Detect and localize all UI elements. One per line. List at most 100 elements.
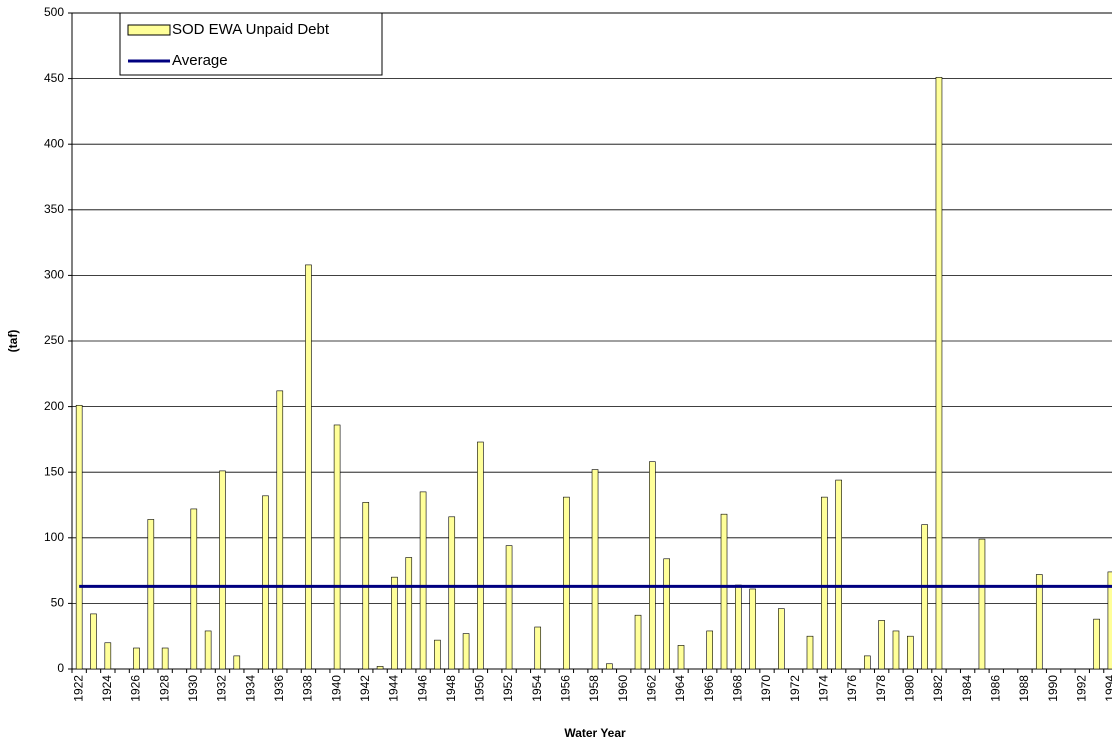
bar [104,642,112,670]
bar [462,633,470,670]
bar [720,513,728,670]
y-tick-label: 0 [57,661,64,675]
x-tick-label: 1930 [186,675,200,702]
bar [233,655,241,670]
bar [477,441,484,670]
x-axis-label: Water Year [564,726,626,740]
bar [419,491,427,670]
x-tick-label: 1954 [530,675,544,702]
x-tick-label: 1934 [243,675,257,702]
x-tick-label: 1940 [329,675,343,702]
y-tick-label: 150 [44,464,64,478]
x-tick-label: 1942 [358,675,372,702]
x-tick-label: 1970 [759,675,773,702]
x-tick-label: 1944 [387,675,401,702]
x-tick-label: 1964 [673,675,687,702]
bar [821,496,828,670]
x-tick-label: 1948 [444,675,458,702]
bar [505,545,513,670]
bar [591,469,599,670]
x-tick-label: 1932 [215,675,229,702]
x-tick-label: 1968 [731,675,745,702]
bar [663,558,670,670]
x-tick-label: 1980 [902,675,916,702]
bar [749,588,756,670]
bar [634,614,642,670]
bar [1093,618,1100,670]
y-tick-label: 500 [44,5,64,19]
bar [649,461,656,670]
bar [534,626,542,670]
bar [219,470,226,670]
bar [276,390,284,670]
bar [606,663,613,670]
bar [778,608,785,670]
bar [90,613,97,670]
y-tick-label: 200 [44,399,64,413]
y-axis-label: (taf) [6,330,20,353]
x-tick-label: 1950 [473,675,487,702]
x-tick-label: 1958 [587,675,601,702]
y-tick-label: 50 [51,596,65,610]
bar [864,655,871,670]
bar [706,630,713,670]
x-tick-label: 1946 [415,675,429,702]
bar [835,479,842,670]
bar [204,630,212,670]
x-tick-label: 1984 [960,675,974,702]
bar [935,76,943,670]
x-tick-label: 1924 [100,675,114,702]
x-tick-label: 1978 [874,675,888,702]
y-tick-label: 300 [44,268,64,282]
x-tick-label: 1926 [129,675,143,702]
x-tick-label: 1974 [816,675,830,702]
y-tick-label: 450 [44,71,64,85]
bar [806,635,814,670]
x-tick-label: 1982 [931,675,945,702]
x-tick-label: 1992 [1074,675,1088,702]
bar [1107,571,1112,670]
legend-label: Average [172,52,228,69]
bar [305,264,312,670]
x-tick-label: 1988 [1017,675,1031,702]
x-tick-label: 1962 [645,675,659,702]
x-tick-label: 1952 [501,675,515,702]
x-tick-label: 1938 [301,675,315,702]
bar [677,645,685,670]
y-tick-label: 100 [44,530,64,544]
y-tick-label: 350 [44,202,64,216]
bar [391,576,398,670]
bar [1035,574,1043,670]
y-tick-label: 250 [44,333,64,347]
x-tick-label: 1960 [616,675,630,702]
legend-label: SOD EWA Unpaid Debt [172,21,330,38]
bar [892,630,900,670]
legend-swatch [127,24,171,36]
x-tick-label: 1956 [559,675,573,702]
x-tick-label: 1976 [845,675,859,702]
bar [133,647,140,670]
x-tick-label: 1972 [788,675,802,702]
bar [262,495,269,670]
y-tick-label: 400 [44,136,64,150]
bar [190,508,198,670]
bar [434,639,441,670]
bar [921,524,928,670]
legend-box [119,12,383,76]
bar [735,584,742,670]
bar [907,635,914,670]
bar [376,666,384,670]
bar [75,404,83,670]
bar [448,516,456,670]
x-tick-label: 1936 [272,675,286,702]
x-tick-label: 1922 [71,675,85,702]
x-tick-label: 1994 [1103,675,1112,702]
bar [878,620,885,670]
x-tick-label: 1966 [702,675,716,702]
bar [161,647,169,670]
bar [333,424,341,670]
x-tick-label: 1986 [988,675,1002,702]
bar [405,557,413,670]
bar [978,538,986,670]
